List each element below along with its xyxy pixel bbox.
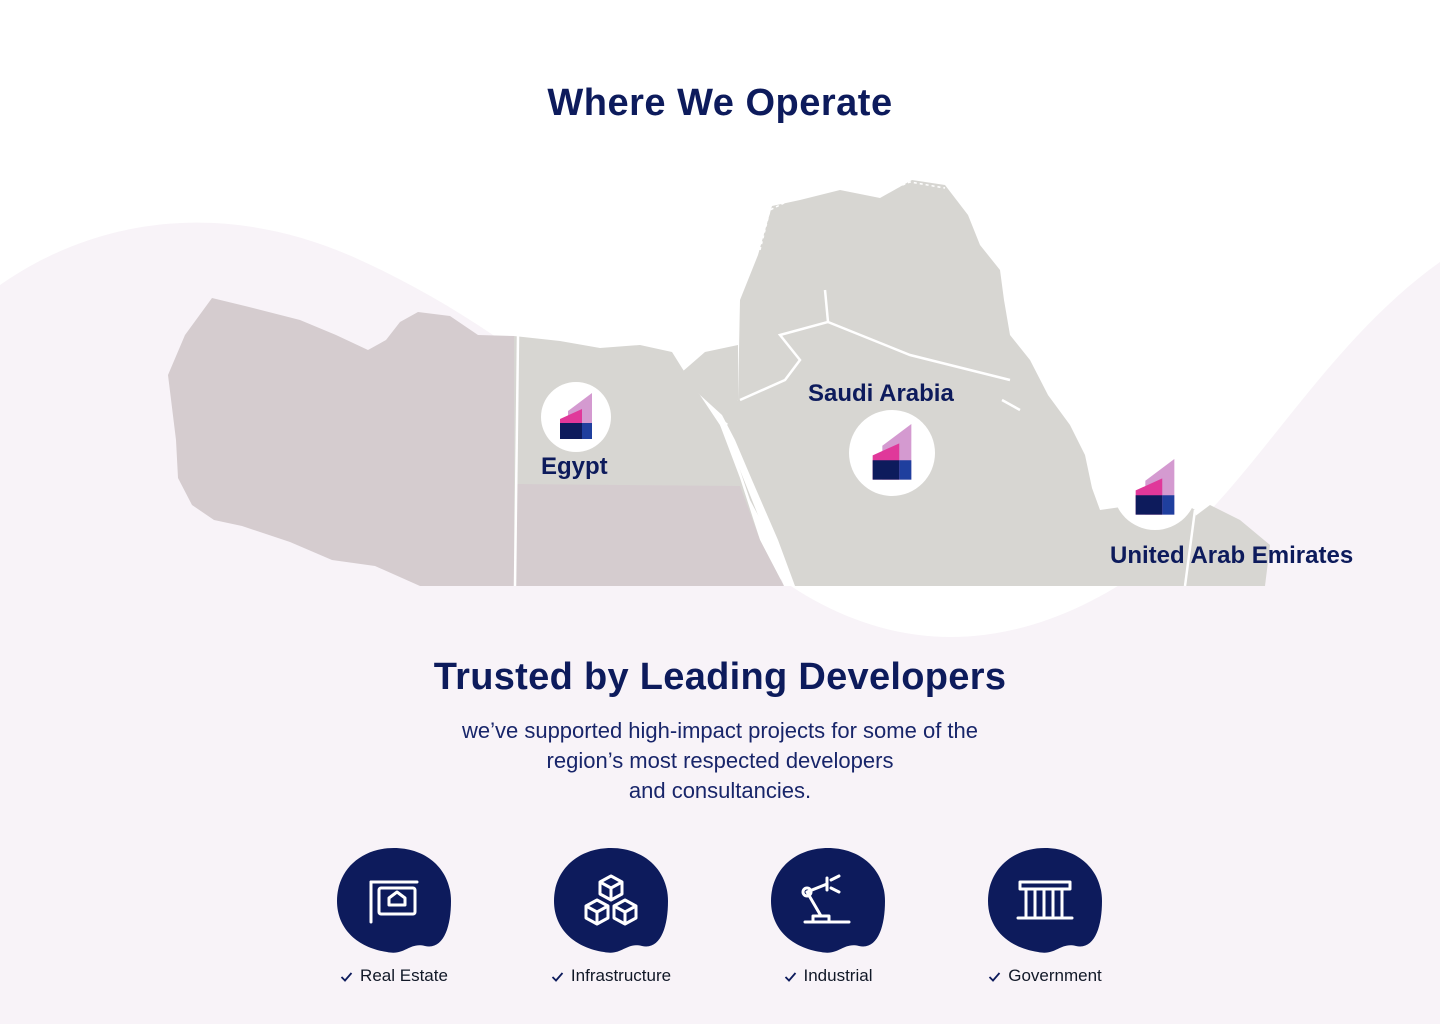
check-icon	[340, 971, 353, 982]
trust-description: we’ve supported high-impact projects for…	[420, 716, 1020, 806]
description-line: we’ve supported high-impact projects for…	[461, 718, 979, 743]
oman-shape	[1185, 505, 1270, 586]
marker-egypt[interactable]	[541, 382, 611, 452]
cubes-icon	[554, 848, 668, 953]
label-egypt: Egypt	[541, 453, 608, 480]
marker-uae[interactable]	[1113, 446, 1197, 530]
company-logo-icon	[1135, 459, 1175, 515]
sector-real-estate[interactable]: Real Estate	[324, 846, 464, 986]
robot-arm-icon	[771, 848, 885, 953]
libya-shape	[168, 298, 514, 586]
sinai-shape	[682, 345, 738, 425]
sector-label: Government	[988, 966, 1102, 986]
sector-infrastructure[interactable]: Infrastructure	[541, 846, 681, 986]
marker-saudi-arabia[interactable]	[849, 410, 935, 496]
check-icon	[551, 971, 564, 982]
check-icon	[784, 971, 796, 982]
sector-government[interactable]: Government	[975, 846, 1115, 986]
sector-label-text: Infrastructure	[570, 966, 672, 985]
arabia-shape	[725, 180, 1200, 586]
sector-label-text: Industrial	[803, 966, 873, 985]
check-icon	[989, 971, 1001, 982]
sector-label: Real Estate	[340, 966, 448, 986]
label-saudi-arabia: Saudi Arabia	[808, 380, 954, 407]
description-line: region’s most respected developers	[546, 748, 894, 773]
sector-industrial[interactable]: Industrial	[758, 846, 898, 986]
syria-outline	[759, 181, 946, 251]
sector-label-text: Real Estate	[360, 966, 448, 985]
trusted-title: Trusted by Leading Developers	[433, 656, 1007, 698]
red-sea	[700, 395, 795, 586]
label-uae: United Arab Emirates	[1110, 542, 1354, 569]
sector-label: Infrastructure	[551, 966, 671, 986]
description-line: and consultancies.	[628, 778, 812, 803]
sector-label: Industrial	[784, 966, 873, 986]
property-sign-icon	[337, 848, 451, 953]
sector-label-text: Government	[1008, 966, 1102, 985]
company-logo-icon	[872, 424, 912, 480]
company-logo-icon	[560, 393, 592, 439]
government-building-icon	[988, 848, 1102, 953]
egypt-south-shade	[516, 484, 784, 586]
where-we-operate-title: Where We Operate	[547, 82, 893, 124]
